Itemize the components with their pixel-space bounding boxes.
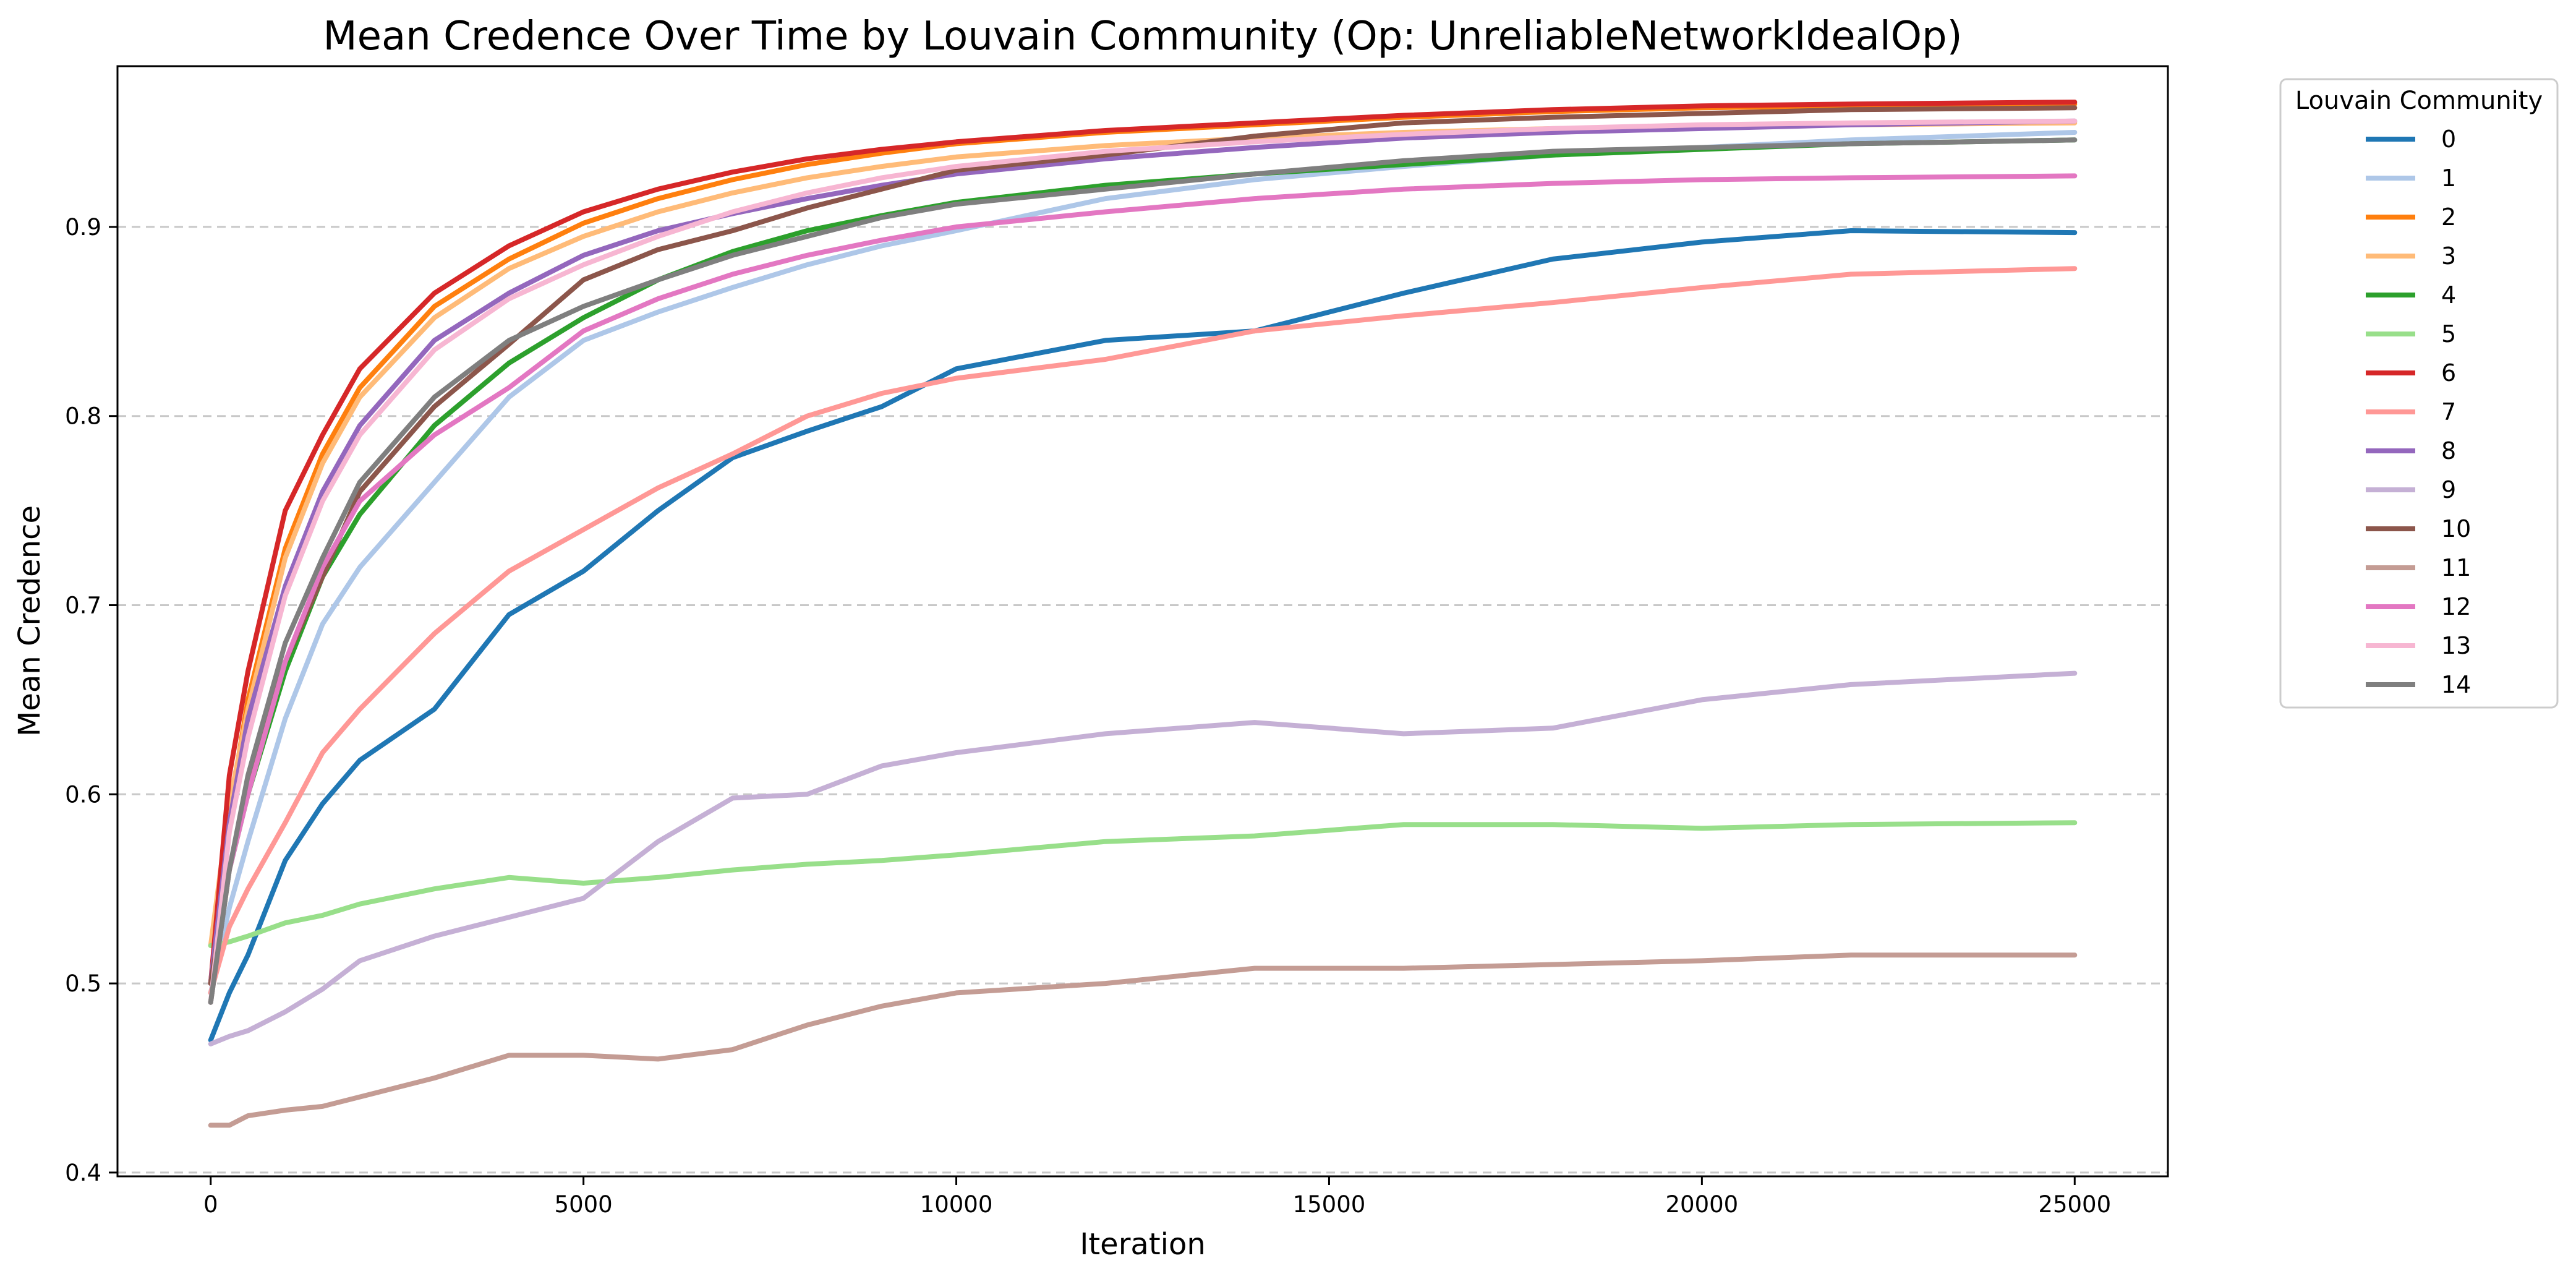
gridlines	[117, 226, 2168, 1174]
chart-title: Mean Credence Over Time by Louvain Commu…	[323, 14, 1962, 59]
x-tick-label: 10000	[920, 1191, 993, 1218]
legend-label-4: 4	[2441, 281, 2456, 309]
legend-box	[2279, 78, 2559, 709]
series-line-9	[208, 670, 2078, 1046]
x-tick-label: 15000	[1293, 1191, 1366, 1218]
y-axis-ticks: 0.4 0.5 0.6 0.7 0.8 0.9	[65, 214, 117, 1186]
x-axis-ticks: 0 5000 10000 15000 20000 25000	[203, 1176, 2111, 1218]
plot-frame	[116, 65, 2169, 1178]
y-tick-label: 0.6	[65, 781, 101, 808]
series-line-6	[208, 100, 2078, 986]
y-tick-label: 0.9	[65, 214, 101, 241]
y-tick-label: 0.8	[65, 403, 101, 430]
legend-label-13: 13	[2441, 632, 2471, 659]
series-line-12	[208, 173, 2078, 1005]
legend-label-0: 0	[2441, 126, 2456, 153]
legend-label-1: 1	[2441, 165, 2456, 192]
y-tick-label: 0.5	[65, 970, 101, 997]
legend-label-9: 9	[2441, 476, 2456, 503]
x-axis-label: Iteration	[1080, 1227, 1206, 1262]
series-line-7	[208, 266, 2078, 996]
legend-label-5: 5	[2441, 320, 2456, 348]
x-tick-label: 5000	[555, 1191, 613, 1218]
legend-label-7: 7	[2441, 398, 2456, 426]
legend-label-3: 3	[2441, 242, 2456, 270]
series-line-14	[208, 137, 2078, 1005]
series-line-11	[208, 952, 2078, 1128]
y-axis-label: Mean Credence	[12, 505, 47, 737]
series-line-5	[208, 820, 2078, 948]
legend-label-8: 8	[2441, 437, 2456, 464]
series-line-0	[208, 228, 2078, 1043]
series-lines	[208, 100, 2078, 1128]
legend-label-10: 10	[2441, 515, 2471, 542]
y-tick-label: 0.7	[65, 592, 101, 619]
legend-label-12: 12	[2441, 593, 2471, 620]
legend-title: Louvain Community	[2295, 87, 2543, 115]
legend-label-14: 14	[2441, 671, 2471, 698]
legend-label-2: 2	[2441, 203, 2456, 231]
legend-label-6: 6	[2441, 359, 2456, 387]
legend-label-11: 11	[2441, 554, 2471, 581]
series-line-13	[208, 118, 2078, 1005]
series-line-4	[208, 137, 2078, 1005]
y-tick-label: 0.4	[65, 1160, 101, 1186]
x-tick-label: 25000	[2038, 1191, 2111, 1218]
x-tick-label: 0	[203, 1191, 218, 1218]
x-tick-label: 20000	[1666, 1191, 1739, 1218]
